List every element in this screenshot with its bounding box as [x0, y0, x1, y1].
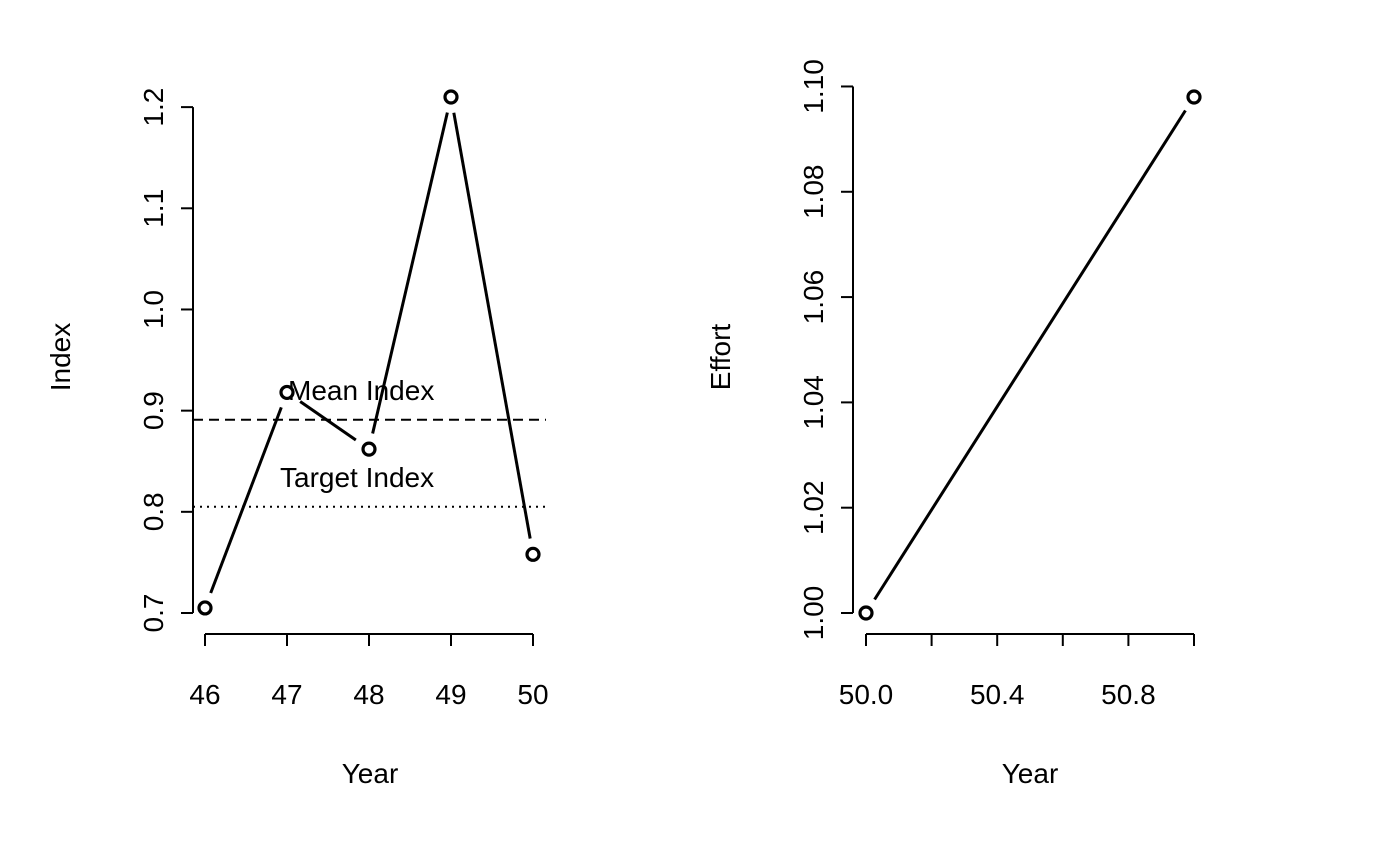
index-y-axis-title: Index — [45, 323, 76, 392]
effort-data-point — [858, 605, 874, 621]
index-y-tick-label: 0.8 — [138, 492, 169, 531]
index-x-tick-label: 49 — [435, 679, 466, 710]
index-y-tick-label: 1.2 — [138, 88, 169, 127]
effort-x-tick-label: 50.4 — [970, 679, 1025, 710]
index-y-tick-label: 0.9 — [138, 391, 169, 430]
effort-x-tick-label: 50.0 — [839, 679, 894, 710]
effort-x-tick-label: 50.8 — [1101, 679, 1156, 710]
index-data-point — [197, 600, 213, 616]
effort-y-tick-label: 1.02 — [798, 480, 829, 534]
effort-y-tick-label: 1.10 — [798, 59, 829, 114]
index-y-tick-label: 0.7 — [138, 594, 169, 633]
index-panel: Year Index 0.7 0.8 0.9 1.0 1.1 1.2 46 47 48 49 50 M… — [45, 88, 549, 789]
effort-series-segment — [873, 109, 1187, 601]
index-data-point — [361, 441, 377, 457]
index-x-tick-label: 46 — [189, 679, 220, 710]
index-series-segment — [452, 112, 532, 539]
index-series-segment — [371, 112, 449, 434]
effort-panel: Year Effort 1.00 1.02 1.04 1.06 1.08 1.10 50.0… — [705, 59, 1202, 789]
index-ref-label-target: Target Index — [280, 462, 434, 493]
index-x-tick-label: 50 — [517, 679, 548, 710]
index-ref-label-mean: Mean Index — [288, 375, 434, 406]
index-series-segment — [209, 406, 283, 594]
effort-y-tick-label: 1.04 — [798, 375, 829, 430]
effort-data-point — [1186, 89, 1202, 105]
index-y-tick-label: 1.0 — [138, 290, 169, 329]
index-y-tick-label: 1.1 — [138, 189, 169, 228]
effort-y-tick-label: 1.00 — [798, 586, 829, 641]
effort-y-axis-title: Effort — [705, 324, 736, 391]
effort-x-axis-title: Year — [1002, 758, 1059, 789]
effort-y-tick-label: 1.06 — [798, 270, 829, 325]
index-data-point — [443, 89, 459, 105]
index-series-segment — [299, 400, 357, 442]
index-data-point — [279, 384, 295, 401]
index-x-axis-title: Year — [342, 758, 399, 789]
index-x-tick-label: 48 — [353, 679, 384, 710]
effort-y-tick-label: 1.08 — [798, 165, 829, 220]
index-data-point — [525, 546, 541, 562]
index-x-tick-label: 47 — [271, 679, 302, 710]
